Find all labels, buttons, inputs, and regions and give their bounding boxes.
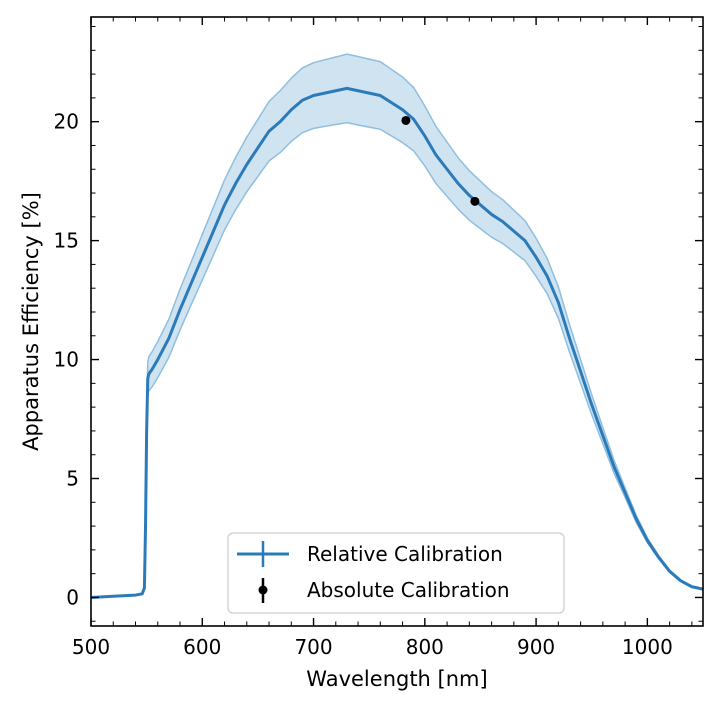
x-tick-label: 1000 — [622, 635, 673, 659]
x-tick-label: 700 — [294, 635, 332, 659]
x-tick-label: 500 — [72, 635, 110, 659]
absolute-calibration-point — [401, 115, 411, 125]
legend-absolute-marker — [258, 578, 268, 603]
legend-relative-marker — [237, 541, 289, 567]
x-tick-label: 600 — [183, 635, 221, 659]
y-tick-label: 0 — [66, 585, 79, 609]
x-tick-label: 900 — [517, 635, 555, 659]
legend-point-sample — [258, 585, 268, 595]
absolute-calibration-layer — [401, 115, 480, 206]
plot-frame — [90, 16, 704, 627]
y-tick-label: 20 — [54, 110, 79, 134]
uncertainty-band — [90, 53, 704, 599]
legend-absolute-label: Absolute Calibration — [307, 578, 510, 602]
y-tick-label: 5 — [66, 467, 79, 491]
legend-relative-label: Relative Calibration — [307, 542, 503, 566]
legend: Relative Calibration Absolute Calibratio… — [227, 532, 565, 614]
x-axis-label: Wavelength [nm] — [306, 667, 487, 691]
y-axis-label: Apparatus Efficiency [%] — [19, 192, 43, 451]
relative-calibration-line — [90, 86, 704, 599]
y-tick-label: 10 — [54, 348, 79, 372]
x-tick-label: 800 — [406, 635, 444, 659]
absolute-calibration-point — [470, 196, 480, 206]
uncertainty-band-layer — [90, 53, 704, 599]
relative-calibration-layer — [90, 86, 704, 599]
y-tick-label: 15 — [54, 229, 79, 253]
legend-box — [227, 532, 565, 614]
